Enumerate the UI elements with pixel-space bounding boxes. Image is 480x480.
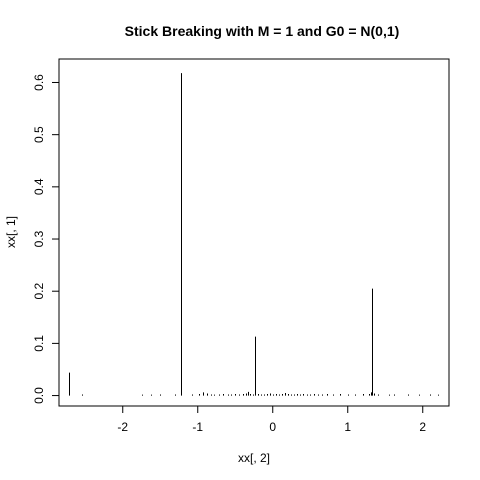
y-tick-label: 0.3 <box>32 230 46 247</box>
y-tick-label: 0.6 <box>32 74 46 91</box>
x-tick-label: -1 <box>192 420 203 434</box>
chart-title: Stick Breaking with M = 1 and G0 = N(0,1… <box>125 23 400 39</box>
y-axis: 0.0 0.1 0.2 0.3 0.4 0.5 0.6 <box>32 74 60 404</box>
x-tick-label: 2 <box>419 420 426 434</box>
x-tick-label: 0 <box>269 420 276 434</box>
x-tick-label: -2 <box>117 420 128 434</box>
x-axis-label: xx[, 2] <box>238 451 270 465</box>
x-axis: -2 -1 0 1 2 <box>117 405 426 434</box>
y-tick-label: 0.2 <box>32 283 46 300</box>
spike-series <box>69 73 439 396</box>
y-tick-label: 0.1 <box>32 335 46 352</box>
x-tick-label: 1 <box>344 420 351 434</box>
plot-frame <box>58 58 450 407</box>
y-axis-label: xx[, 1] <box>4 216 18 248</box>
y-tick-label: 0.4 <box>32 178 46 195</box>
y-tick-label: 0.0 <box>32 387 46 404</box>
y-tick-label: 0.5 <box>32 126 46 143</box>
